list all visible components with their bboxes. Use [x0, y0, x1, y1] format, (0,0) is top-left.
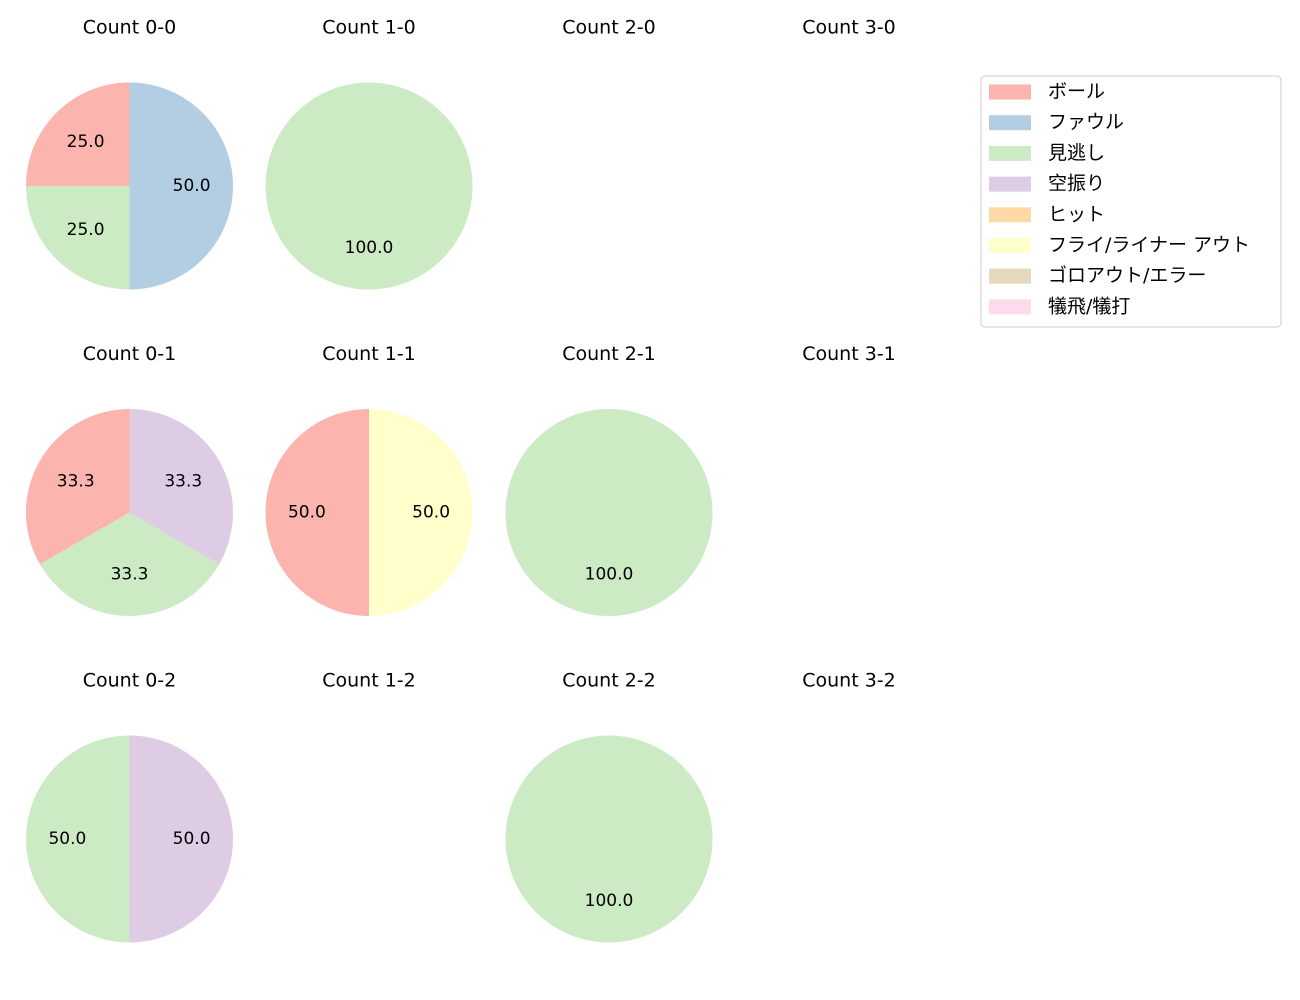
legend-swatch [989, 299, 1031, 315]
pie-title: Count 0-0 [83, 17, 177, 39]
pie-slice [26, 409, 130, 565]
legend-swatch [989, 145, 1031, 161]
pie-slice [505, 409, 713, 616]
pie-panel: Count 0-0 25.0 25.0 50.0 [26, 17, 234, 290]
pie-value-label: 33.3 [57, 471, 95, 491]
pie-title: Count 2-1 [562, 343, 656, 365]
pie-panel: Count 0-1 33.3 33.3 33.3 [26, 343, 233, 616]
legend-entry: ヒット [989, 203, 1105, 225]
legend-entry: 見逃し [989, 142, 1105, 164]
pie-slice [39, 512, 220, 616]
pie-value-label: 33.3 [111, 565, 149, 585]
pie-value-label: 50.0 [48, 829, 86, 849]
legend-swatch [989, 238, 1031, 253]
pie-value-label: 50.0 [412, 503, 450, 523]
legend-entry: ファウル [989, 111, 1124, 133]
legend-entry: 犠飛/犠打 [989, 295, 1130, 317]
legend-entry: 空振り [989, 173, 1105, 195]
pie-slice [26, 82, 130, 186]
legend-entry: フライ/ライナー アウト [989, 234, 1250, 256]
legend-label: ゴロアウト/エラー [1048, 265, 1206, 287]
pie-title: Count 0-1 [83, 343, 177, 365]
legend-label: ファウル [1048, 111, 1124, 133]
legend-label: 空振り [1048, 173, 1105, 195]
legend-entry: ボール [989, 81, 1105, 103]
pie-value-label: 50.0 [288, 503, 326, 523]
legend-label: 犠飛/犠打 [1048, 295, 1130, 317]
pie-panel: Count 2-2 100.0 [505, 670, 713, 943]
legend-label: ヒット [1048, 203, 1105, 225]
pie-slice [26, 186, 130, 290]
pie-panel: Count 3-1 [802, 343, 896, 365]
legend-label: 見逃し [1048, 142, 1105, 164]
pie-value-label: 50.0 [173, 176, 211, 196]
pie-slice [369, 409, 473, 616]
legend-label: ボール [1048, 81, 1105, 103]
pie-title: Count 2-0 [562, 17, 656, 39]
pie-value-label: 100.0 [585, 565, 634, 585]
pie-slice [25, 735, 130, 943]
pie-panel: Count 1-0 100.0 [265, 17, 473, 290]
pie-title: Count 1-0 [322, 17, 416, 39]
pie-slice [505, 735, 713, 943]
pie-panel: Count 1-1 50.0 50.0 [265, 343, 473, 616]
pie-title: Count 1-1 [322, 343, 416, 365]
pie-value-label: 33.3 [164, 471, 202, 491]
legend-swatch [989, 207, 1031, 223]
pie-panel: Count 3-2 [802, 670, 896, 692]
legend-label: フライ/ライナー アウト [1048, 234, 1250, 256]
pie-value-label: 50.0 [173, 829, 211, 849]
pie-slice [265, 409, 369, 616]
pie-slice [129, 82, 234, 290]
pie-slice [129, 409, 233, 565]
pie-panel: Count 2-0 [562, 17, 656, 39]
pie-panel: Count 3-0 [802, 17, 896, 39]
pie-value-label: 100.0 [345, 238, 394, 258]
legend-swatch [989, 176, 1031, 192]
pie-title: Count 3-2 [802, 670, 896, 692]
legend-entry: ゴロアウト/エラー [989, 265, 1206, 287]
pie-value-label: 100.0 [585, 891, 634, 911]
pie-title: Count 2-2 [562, 670, 656, 692]
pie-title: Count 1-2 [322, 670, 416, 692]
legend-swatch [989, 268, 1031, 284]
pie-value-label: 25.0 [67, 220, 105, 240]
legend-swatch [989, 84, 1031, 100]
pie-title: Count 0-2 [83, 670, 177, 692]
pie-title: Count 3-1 [802, 343, 896, 365]
legend-swatch [989, 115, 1031, 131]
pie-slice [265, 82, 473, 290]
pie-panel: Count 0-2 50.0 50.0 [25, 670, 234, 943]
pie-title: Count 3-0 [802, 17, 896, 39]
legend-frame [980, 75, 1282, 328]
pie-slice [129, 735, 234, 943]
pie-panel: Count 2-1 100.0 [505, 343, 713, 616]
pie-panel: Count 1-2 [322, 670, 416, 692]
pie-value-label: 25.0 [67, 132, 105, 152]
